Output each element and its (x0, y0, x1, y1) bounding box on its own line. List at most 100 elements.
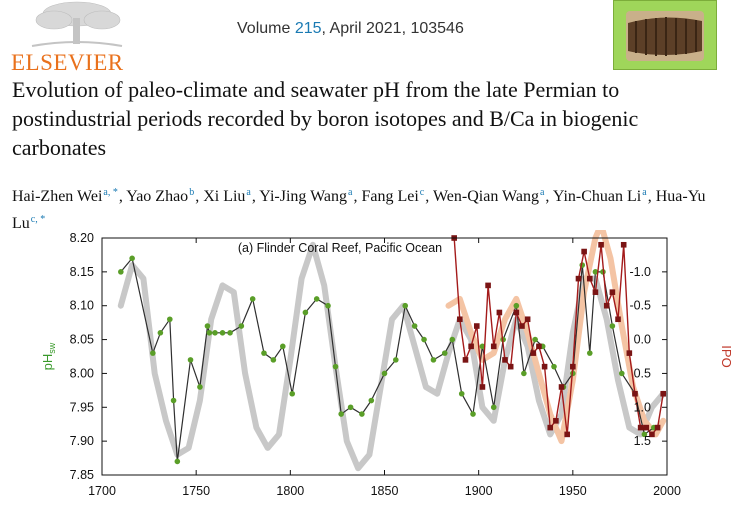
y-left-axis-label: pHsw (40, 342, 57, 370)
ipo-data-point (581, 248, 587, 255)
ph-data-point (470, 411, 476, 417)
article-title: Evolution of paleo-climate and seawater … (12, 77, 639, 160)
ipo-data-point (519, 323, 525, 329)
ph-data-point (157, 330, 164, 336)
elsevier-tree-emblem-icon (31, 1, 123, 47)
author-affiliation-mark[interactable]: a (246, 187, 251, 198)
ph-data-point (513, 302, 520, 309)
y-right-label-text: IPO (719, 345, 734, 367)
author-name[interactable]: Yao Zhao (126, 188, 189, 205)
ph-data-point (368, 397, 375, 404)
x-tick-label: 1800 (276, 484, 304, 498)
journal-cover-thumbnail[interactable] (613, 0, 717, 70)
ipo-data-point (502, 357, 508, 363)
y-right-tick-label: -0.5 (629, 299, 651, 313)
y-left-tick-label: 7.90 (70, 434, 94, 448)
ipo-data-point (575, 275, 582, 282)
ph-data-point (206, 330, 213, 336)
ph-data-point (118, 269, 124, 275)
x-tick-label: 1900 (465, 484, 493, 498)
ph-data-point (430, 357, 437, 363)
ph-data-point (586, 350, 593, 356)
ipo-data-point (586, 275, 593, 282)
ph-data-point (187, 357, 194, 363)
ph-data-point (280, 343, 286, 350)
ipo-data-point (547, 424, 554, 431)
ph-data-point (338, 411, 344, 417)
ph-data-point (381, 370, 388, 377)
ipo-data-point (485, 282, 491, 289)
ph-data-point (393, 357, 399, 363)
series-line-2 (117, 241, 667, 472)
ipo-data-point (654, 424, 661, 431)
ph-data-point (212, 330, 218, 336)
y-left-tick-label: 8.15 (70, 265, 94, 279)
author-affiliation-mark[interactable]: b (189, 187, 195, 198)
ph-data-point (170, 397, 177, 404)
ph-data-point (219, 330, 226, 336)
ipo-data-point (496, 309, 503, 316)
ph-data-point (325, 302, 331, 309)
ipo-data-point (524, 316, 531, 323)
author-affiliation-mark[interactable]: c, * (30, 214, 46, 225)
ph-data-point (270, 357, 277, 363)
ph-data-point (479, 343, 486, 350)
ph-data-point (359, 411, 365, 417)
author-affiliation-mark[interactable]: a, * (103, 187, 118, 198)
ipo-data-point (570, 363, 576, 370)
author-name[interactable]: Wen-Qian Wang (432, 188, 539, 205)
author-name[interactable]: Yin-Chuan Li (552, 188, 642, 205)
ph-data-point (449, 336, 456, 343)
ph-data-point (592, 269, 599, 275)
ph-data-point (641, 431, 648, 438)
ipo-data-point (530, 350, 537, 356)
volume-prefix: Volume (237, 20, 295, 37)
y-right-axis-label: IPO (719, 345, 734, 367)
ipo-data-point (643, 424, 650, 431)
ipo-data-point (660, 390, 667, 397)
ipo-data-point (598, 241, 604, 248)
author-name[interactable]: Hua-Yu Lu (12, 188, 706, 232)
ph-data-point (521, 370, 527, 377)
ipo-data-point (479, 384, 486, 390)
author-name[interactable]: Hai-Zhen Wei (12, 188, 103, 205)
ipo-data-point (558, 384, 565, 390)
author-name[interactable]: Yi-Jing Wang (259, 188, 348, 205)
ph-data-point (150, 350, 156, 356)
ph-data-point (551, 363, 557, 370)
ipo-data-point (513, 309, 520, 316)
ph-data-point (289, 390, 296, 397)
ipo-data-point (649, 431, 655, 438)
y-right-tick-label: 1.0 (634, 400, 651, 414)
ipo-data-point (457, 316, 463, 323)
ipo-data-point (536, 343, 542, 350)
author-affiliation-mark[interactable]: a (348, 187, 353, 198)
ipo-data-point (564, 431, 570, 438)
ph-data-point (197, 384, 203, 390)
elsevier-logo: ELSEVIER (4, 0, 172, 75)
x-tick-label: 1750 (182, 484, 210, 498)
ph-data-point (490, 404, 497, 411)
author-name[interactable]: Fang Lei (361, 188, 419, 205)
author-name[interactable]: Xi Liu (203, 188, 246, 205)
volume-details: , April 2021, 103546 (321, 20, 464, 37)
ipo-data-point (603, 302, 610, 309)
y-left-label-subscript: sw (47, 342, 57, 354)
ph-data-point (411, 323, 418, 329)
author-affiliation-mark[interactable]: a (539, 187, 545, 198)
ph-data-point (458, 390, 465, 397)
y-left-label-text: pHsw (40, 342, 57, 370)
ipo-data-point (637, 424, 644, 431)
author-affiliation-mark[interactable]: a (642, 187, 647, 198)
ipo-data-point (462, 357, 469, 363)
y-left-tick-label: 8.05 (70, 333, 94, 347)
ph-ipo-time-series-chart: 1700 1750 1800 1850 1900 1950 2000 8.20 8.15 8.10… (40, 230, 734, 498)
x-tick-label: 2000 (653, 484, 681, 498)
ipo-data-point (541, 363, 548, 370)
author-affiliation-mark[interactable]: c (419, 187, 425, 198)
volume-number-link[interactable]: 215 (294, 20, 322, 37)
ph-data-point (332, 363, 339, 370)
y-right-tick-label: 0.5 (634, 366, 651, 380)
x-tick-label: 1950 (559, 484, 587, 498)
publisher-name: ELSEVIER (11, 50, 124, 75)
